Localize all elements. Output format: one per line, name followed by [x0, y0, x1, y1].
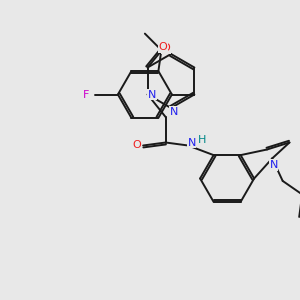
- Text: N: N: [269, 160, 278, 170]
- Text: N: N: [188, 137, 196, 148]
- Text: N: N: [148, 89, 156, 100]
- Text: O: O: [133, 140, 142, 151]
- Text: O: O: [161, 43, 170, 53]
- Text: O: O: [158, 42, 167, 52]
- Text: N: N: [170, 106, 178, 117]
- Text: H: H: [197, 135, 206, 145]
- Text: F: F: [83, 89, 90, 100]
